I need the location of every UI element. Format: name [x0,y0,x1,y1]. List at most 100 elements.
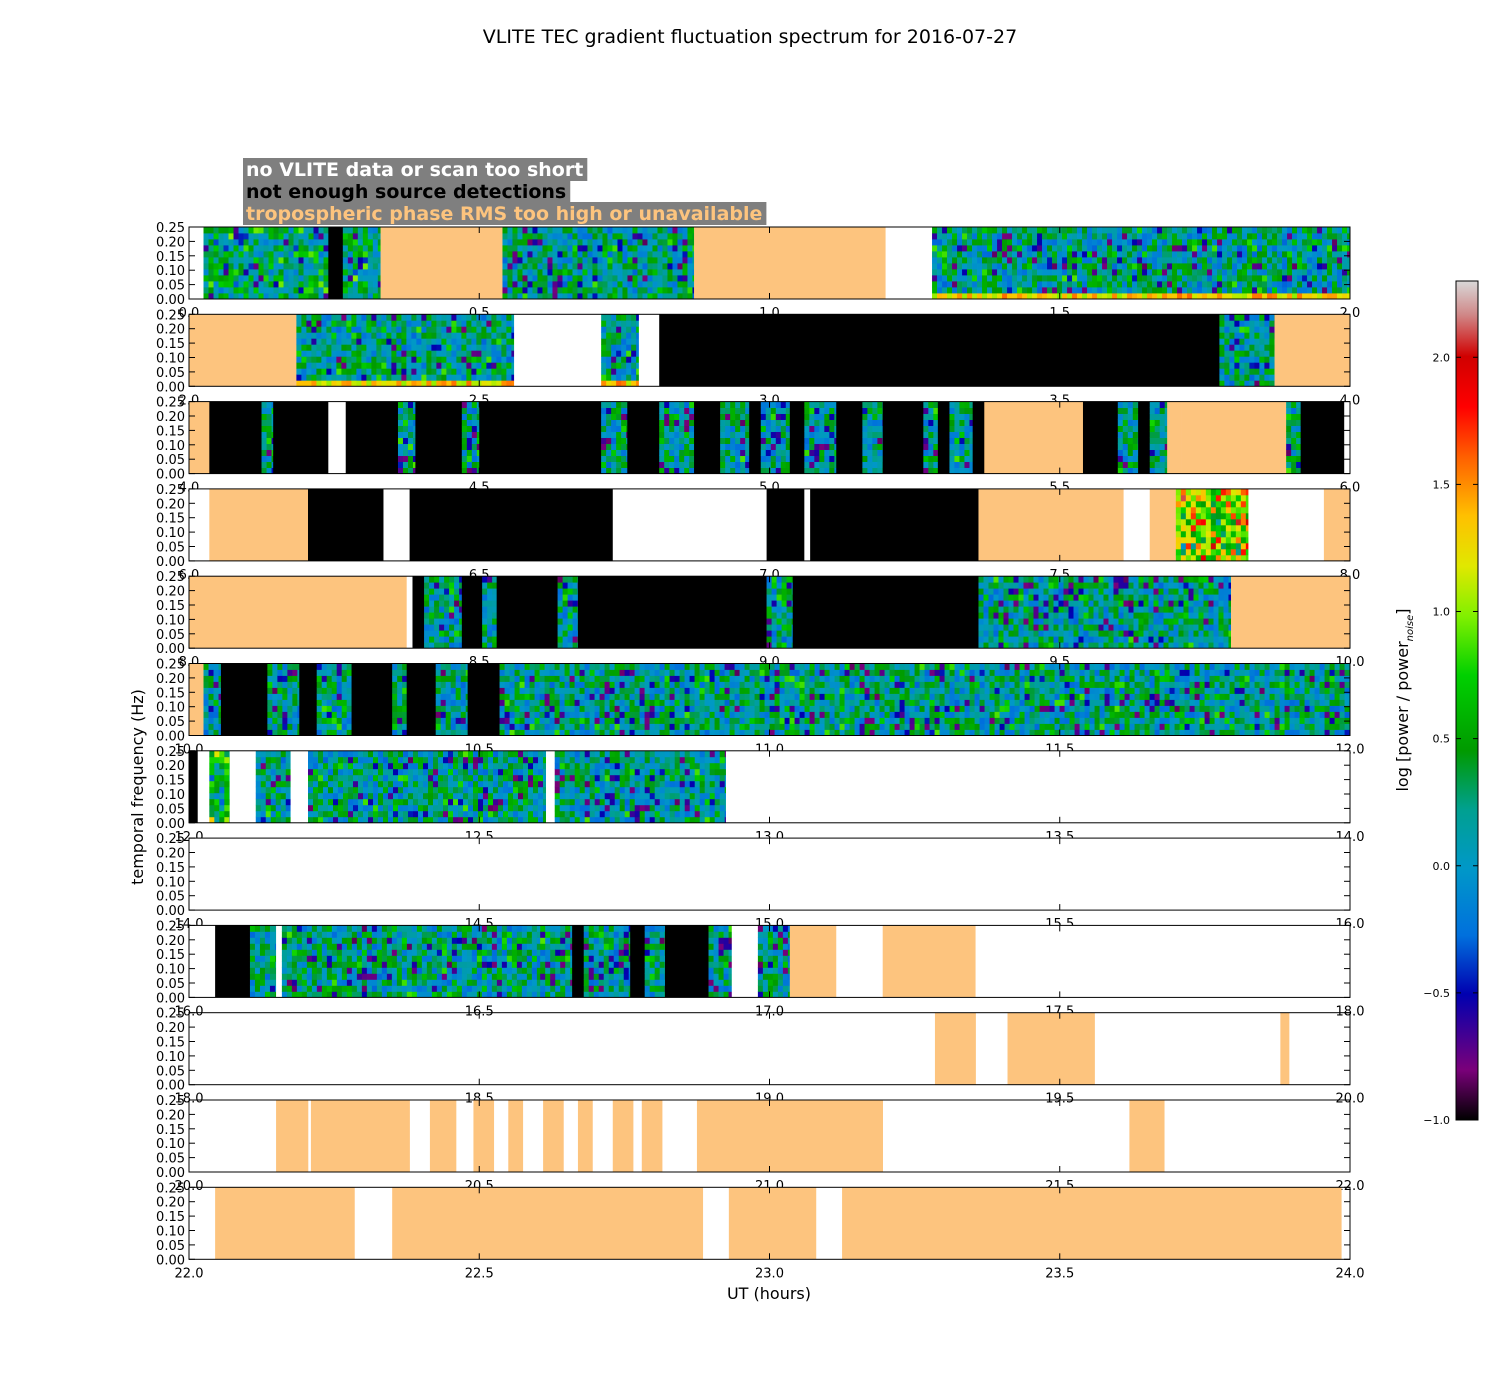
flag-segment-few-detections [665,925,709,998]
y-tick-label: 0.10 [156,439,185,454]
y-tick-label: 0.05 [156,1152,185,1167]
flag-segment-few-detections [406,663,437,736]
flag-segment-tropo [508,1100,524,1172]
flag-segment-no-data [612,488,767,561]
flag-segment-few-detections [577,576,767,649]
y-tick-label: 0.10 [156,1137,185,1152]
flag-segment-few-detections [627,401,660,474]
flag-segment-tropo [984,401,1084,474]
legend-label: no VLITE data or scan too short [246,159,583,181]
y-tick-label: 0.10 [156,788,185,803]
y-tick-label: 0.20 [156,1108,185,1123]
data-segment [499,663,1350,736]
legend-item: no VLITE data or scan too short [243,158,588,181]
panel-2: 0.000.050.100.150.200.254.0 4.5 5.0 5.5 6.0 [156,396,1360,496]
y-tick-label: 0.00 [156,730,185,745]
colorbar-tick-label: 2.0 [1433,351,1451,364]
panel-0: 0.000.050.100.150.200.250.0 0.5 1.0 1.5 2.0 [156,221,1360,321]
flag-segment-tropo [189,576,407,649]
data-segment [1175,488,1249,561]
flag-segment-tropo [392,1187,704,1260]
data-segment [757,925,791,998]
y-tick-label: 0.20 [156,847,185,862]
legend-box [243,202,767,225]
y-tick-label: 0.00 [156,380,185,395]
flag-segment-few-detections [467,663,500,736]
x-tick-label: 20.0 [175,1179,204,1194]
y-tick-label: 0.20 [156,759,185,774]
flag-segment-tropo [612,1100,634,1172]
data-segment [424,576,463,649]
y-tick-label: 0.00 [156,1166,185,1181]
flag-segment-tropo [1323,488,1350,561]
flag-segment-tropo [1280,1012,1290,1085]
flag-segment-few-detections [792,576,979,649]
y-tick-label: 0.05 [156,977,185,992]
x-tick-label: 24.0 [1336,1266,1365,1281]
data-segment [209,750,231,823]
panel-11: 0.000.050.100.150.200.25 22.0 22.5 23.0 23.5… [156,1181,1364,1281]
y-tick-label: 0.00 [156,991,185,1006]
y-tick-label: 0.15 [156,948,185,963]
panel-1: 0.000.050.100.150.200.252.0 2.5 3.0 3.5 4.0 [156,308,1360,408]
colorbar-tick-label: 1.5 [1433,478,1451,491]
flag-segment-no-data [189,925,216,998]
y-tick-label: 0.10 [156,1225,185,1240]
flag-segment-tropo [978,488,1124,561]
flag-segment-tropo [189,401,210,474]
flag-segment-no-data [276,925,283,998]
y-tick-label: 0.05 [156,715,185,730]
panel-4: 0.000.050.100.150.200.258.0 8.5 9.0 9.5 10.0 [156,570,1364,670]
data-segment [203,663,222,736]
flag-segment-few-detections [766,488,805,561]
flag-segment-few-detections [1082,401,1119,474]
flag-segment-tropo [641,1100,663,1172]
data-segment [1219,314,1275,387]
legend-label: tropospheric phase RMS too high or unava… [246,203,762,225]
y-tick-label: 0.25 [156,483,185,498]
data-segment [308,750,547,823]
data-segment [720,401,750,474]
y-tick-label: 0.20 [156,1196,185,1211]
y-tick-label: 0.25 [156,1094,185,1109]
y-tick-label: 0.05 [156,453,185,468]
y-tick-label: 0.25 [156,570,185,585]
colorbar-label-main: log [power / power [1393,641,1412,792]
flag-segment-no-data [229,750,257,823]
flag-segment-few-detections [415,401,463,474]
data-segment [862,401,884,474]
y-tick-label: 0.00 [156,1253,185,1268]
flag-segment-tropo [189,663,204,736]
data-segment [267,663,300,736]
flag-segment-no-data [197,750,210,823]
flag-segment-no-data [328,401,347,474]
data-segment [932,227,1350,299]
y-tick-label: 0.10 [156,264,185,279]
colorbar-tick-label: −1.0 [1423,1114,1450,1127]
flag-segment-no-data [1123,488,1151,561]
flag-segment-tropo [789,925,837,998]
flag-segment-tropo [215,1187,355,1260]
y-tick-label: 0.15 [156,599,185,614]
flag-segment-no-data [1248,488,1325,561]
flag-segment-tropo [842,1187,1342,1260]
data-segment [766,576,794,649]
flag-segment-no-data [975,925,1350,998]
y-axis-label: temporal frequency (Hz) [128,689,147,885]
legend-item: not enough source detections [243,180,571,203]
y-tick-label: 0.10 [156,701,185,716]
flag-segment-tropo [696,1100,883,1172]
flag-segment-tropo [1129,1100,1165,1172]
flag-segment-few-detections [694,401,721,474]
colorbar-tick-label: 0.0 [1433,860,1451,873]
y-tick-label: 0.25 [156,308,185,323]
flag-segment-no-data [290,750,309,823]
flag-segment-few-detections [659,314,1220,387]
flag-segment-no-data [804,488,811,561]
y-tick-label: 0.00 [156,293,185,308]
legend-box [243,158,588,181]
